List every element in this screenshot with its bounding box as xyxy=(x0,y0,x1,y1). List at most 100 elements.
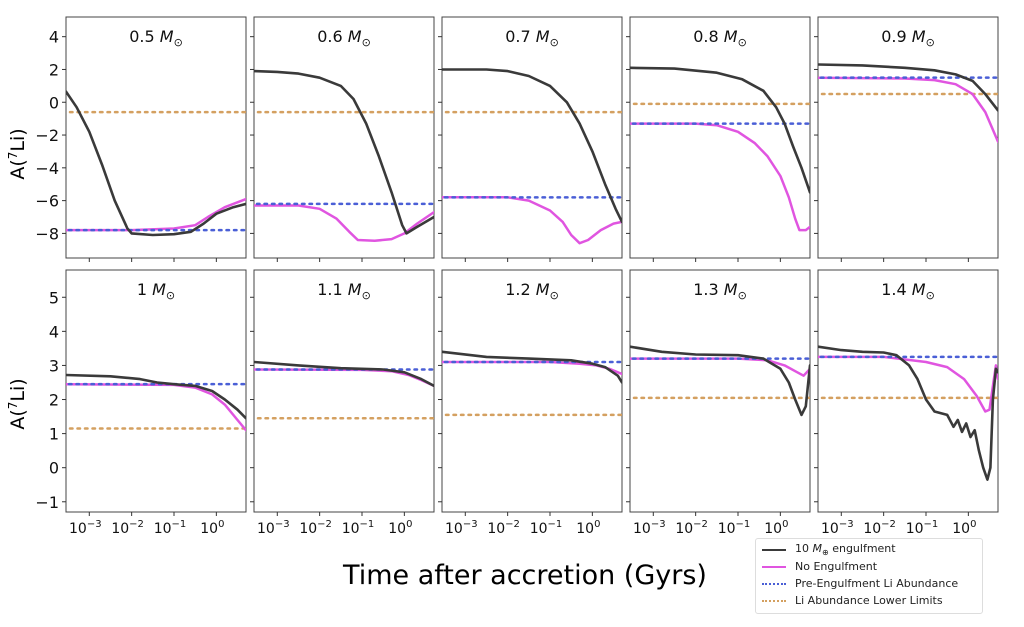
legend-entry-pre-engulfment: Pre-Engulfment Li Abundance xyxy=(762,575,958,592)
panel-plot-area xyxy=(442,350,622,417)
panel-0_9: 0.9 M⊙ xyxy=(814,16,999,262)
y-tick-label: 4 xyxy=(49,28,59,47)
x-tick-label: 10−3 xyxy=(69,519,102,537)
ylabel-bottom: A(7Li) xyxy=(6,378,29,429)
y-tick-label: −1 xyxy=(35,493,59,512)
x-axis-label: Time after accretion (Gyrs) xyxy=(342,560,707,591)
engulfment-line xyxy=(254,69,434,235)
legend-entry-engulfment: 10 M⊕ engulfment xyxy=(762,541,896,558)
x-tick-label: 10−3 xyxy=(633,519,666,537)
panel-title: 1.3 M⊙ xyxy=(693,280,747,302)
panel-plot-area xyxy=(254,69,434,243)
x-tick-label: 100 xyxy=(200,519,224,537)
panel-title: 1.4 M⊙ xyxy=(881,280,935,302)
legend-swatch-engulfment xyxy=(762,548,786,551)
engulfment-line xyxy=(442,350,622,384)
panel-title: 1.1 M⊙ xyxy=(317,280,371,302)
panel-frame xyxy=(817,269,999,513)
panel-1_2: 10−3 10−2 10−1 100 1.2 M⊙ xyxy=(438,269,623,537)
legend-label-lower-limits: Li Abundance Lower Limits xyxy=(795,594,943,607)
panel-title: 0.7 M⊙ xyxy=(505,27,559,49)
y-tick-label: 1 xyxy=(49,425,59,444)
panel-plot-area xyxy=(66,373,246,432)
y-tick-label: 2 xyxy=(49,391,59,410)
engulfment-line xyxy=(66,373,246,420)
x-tick-label: 100 xyxy=(576,519,600,537)
panel-title: 0.8 M⊙ xyxy=(693,27,747,49)
legend-swatch-lower-limits xyxy=(762,599,786,602)
panel-title: 0.5 M⊙ xyxy=(129,27,183,49)
legend: 10 M⊕ engulfment No Engulfment Pre-Engul… xyxy=(755,538,983,614)
y-tick-label: −6 xyxy=(35,192,59,211)
x-tick-label: 10−1 xyxy=(906,519,939,537)
y-tick-label: 0 xyxy=(49,459,59,478)
engulfment-line xyxy=(442,68,622,224)
y-tick-label: 2 xyxy=(49,60,59,79)
legend-label-engulfment: 10 M⊕ engulfment xyxy=(795,541,896,558)
legend-swatch-no-engulfment xyxy=(762,565,786,568)
panel-frame xyxy=(441,269,623,513)
panel-frame xyxy=(629,16,811,259)
engulfment-line xyxy=(66,90,246,237)
panel-1_1: 10−3 10−2 10−1 100 1.1 M⊙ xyxy=(250,269,435,537)
x-tick-label: 10−2 xyxy=(299,519,332,537)
panel-frame xyxy=(629,269,811,513)
engulfment-line xyxy=(818,63,998,112)
engulfment-line xyxy=(630,66,810,194)
panel-0_5: 4 2 0 −2 −4 −6 −8 0.5 M⊙ xyxy=(35,16,247,262)
x-tick-label: 10−3 xyxy=(257,519,290,537)
legend-entry-lower-limits: Li Abundance Lower Limits xyxy=(762,592,943,609)
y-tick-label: 4 xyxy=(49,322,59,341)
engulfment-line xyxy=(254,360,434,388)
panel-1_3: 10−3 10−2 10−1 100 1.3 M⊙ xyxy=(626,269,811,537)
x-tick-label: 10−1 xyxy=(530,519,563,537)
panel-plot-area xyxy=(442,68,622,245)
panel-plot-area xyxy=(818,345,998,481)
panel-frame xyxy=(253,269,435,513)
legend-swatch-pre-engulfment xyxy=(762,582,786,585)
panel-0_7: 0.7 M⊙ xyxy=(438,16,623,262)
x-tick-label: 10−1 xyxy=(342,519,375,537)
y-tick-label: −2 xyxy=(35,126,59,145)
y-tick-label: −4 xyxy=(35,159,59,178)
legend-label-no-engulfment: No Engulfment xyxy=(795,560,878,573)
ylabel-top: A(7Li) xyxy=(6,128,29,179)
x-tick-label: 10−2 xyxy=(487,519,520,537)
legend-label-pre-engulfment: Pre-Engulfment Li Abundance xyxy=(795,577,959,590)
x-tick-label: 10−2 xyxy=(675,519,708,537)
x-tick-label: 100 xyxy=(388,519,412,537)
panel-0_6: 0.6 M⊙ xyxy=(250,16,435,262)
no-engulfment-line xyxy=(442,360,622,376)
legend-entry-no-engulfment: No Engulfment xyxy=(762,558,877,575)
panel-frame xyxy=(441,16,623,259)
panel-0_8: 0.8 M⊙ xyxy=(626,16,811,262)
no-engulfment-line xyxy=(630,122,810,232)
y-tick-label: 3 xyxy=(49,356,59,375)
x-tick-label: 10−3 xyxy=(821,519,854,537)
panel-plot-area xyxy=(630,66,810,232)
panel-plot-area xyxy=(254,360,434,420)
no-engulfment-line xyxy=(254,204,434,243)
x-tick-label: 10−1 xyxy=(718,519,751,537)
y-tick-label: −8 xyxy=(35,224,59,243)
panel-plot-area xyxy=(66,90,246,237)
engulfment-line xyxy=(630,345,810,417)
y-tick-label: 5 xyxy=(49,288,59,307)
panel-plot-area xyxy=(818,63,998,143)
y-tick-label: 0 xyxy=(49,93,59,112)
panel-frame xyxy=(253,16,435,259)
engulfment-line xyxy=(818,345,998,481)
panels-group: 4 2 0 −2 −4 −6 −8 0.5 M⊙ 0.6 M⊙ 0.7 M⊙ 0.8 M⊙ 0.9 M… xyxy=(35,16,999,537)
panel-frame xyxy=(65,16,247,259)
panel-plot-area xyxy=(630,345,810,417)
x-tick-label: 100 xyxy=(764,519,788,537)
panel-title: 1 M⊙ xyxy=(137,280,175,302)
x-tick-label: 10−2 xyxy=(863,519,896,537)
panel-title: 1.2 M⊙ xyxy=(505,280,559,302)
x-tick-label: 10−2 xyxy=(111,519,144,537)
x-tick-label: 10−1 xyxy=(154,519,187,537)
panel-frame xyxy=(817,16,999,259)
x-tick-label: 100 xyxy=(952,519,976,537)
